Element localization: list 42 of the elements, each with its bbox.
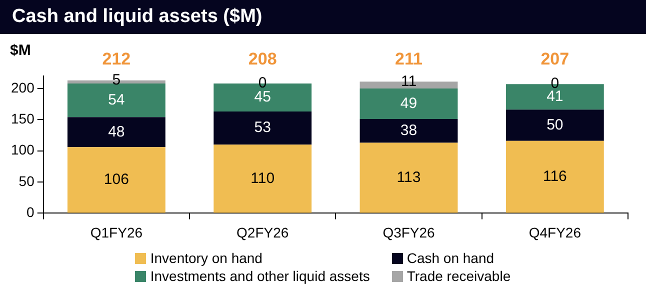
- y-tick-label: 100: [11, 142, 35, 158]
- data-label: 45: [254, 88, 271, 106]
- x-tick-label: Q4FY26: [528, 224, 582, 240]
- data-label: 113: [396, 168, 421, 186]
- data-label: 116: [542, 168, 567, 185]
- total-label: 208: [248, 50, 277, 69]
- data-label: 38: [400, 122, 418, 140]
- bar: [506, 140, 604, 213]
- legend-label: Cash on hand: [406, 250, 494, 266]
- x-tick-label: Q2FY26: [236, 224, 289, 240]
- data-label: 49: [400, 94, 418, 112]
- y-tick-label: 0: [26, 204, 35, 220]
- y-tick-label: 150: [11, 110, 35, 127]
- data-label: 48: [108, 123, 125, 140]
- data-label: 50: [546, 116, 564, 134]
- total-label: 211: [395, 50, 422, 69]
- y-tick-label: 50: [18, 172, 35, 189]
- bar: [214, 144, 312, 213]
- x-tick-label: Q3FY26: [382, 224, 436, 240]
- data-label: 54: [108, 91, 125, 108]
- legend-label: Inventory on hand: [150, 250, 262, 266]
- data-label: 53: [254, 119, 271, 136]
- bar: [67, 147, 166, 213]
- y-tick-label: 200: [11, 79, 35, 96]
- data-label: 110: [250, 170, 275, 187]
- legend-label: Trade receivable: [406, 268, 511, 284]
- data-label: 106: [104, 171, 129, 188]
- x-tick-label: Q1FY26: [90, 224, 143, 240]
- total-label: 207: [540, 50, 570, 69]
- bar: [360, 119, 458, 143]
- bar: [214, 112, 312, 145]
- data-label: 41: [546, 88, 564, 106]
- bar: [360, 142, 458, 213]
- legend-label: Investments and other liquid assets: [150, 268, 370, 284]
- total-label: 212: [102, 50, 131, 69]
- bar: [506, 110, 604, 141]
- data-label: 11: [400, 72, 417, 90]
- bar: [67, 117, 166, 148]
- bar: [360, 88, 458, 120]
- bar: [67, 83, 166, 118]
- chart-title: Cash and liquid assets ($M): [0, 0, 646, 34]
- y-axis-title: $M: [10, 42, 31, 59]
